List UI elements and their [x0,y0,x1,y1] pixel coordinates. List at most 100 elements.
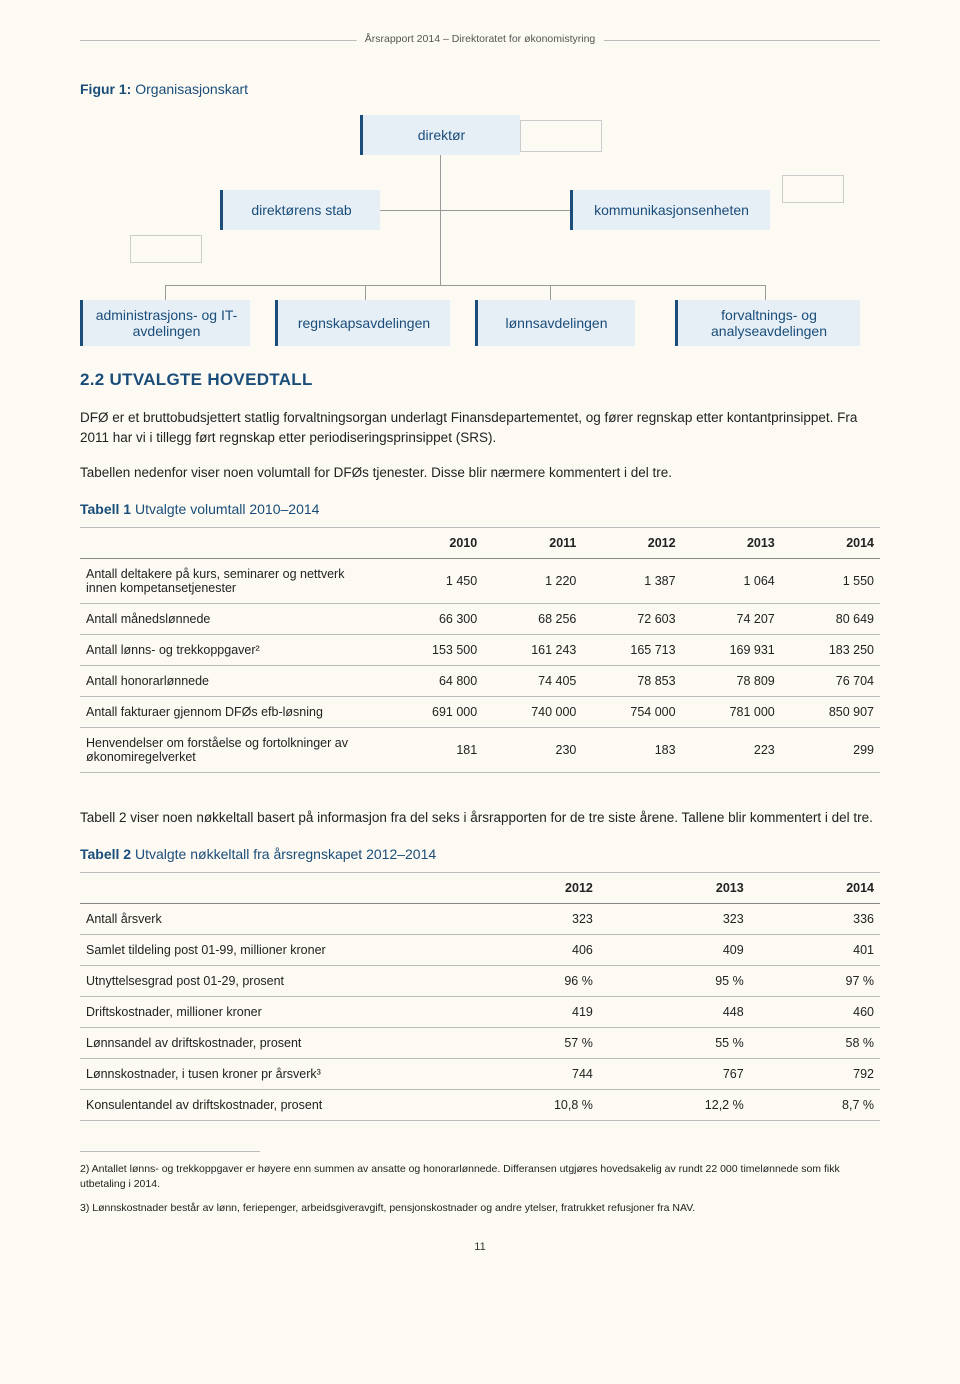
table-cell: 1 550 [781,558,880,603]
table-cell: 691 000 [384,696,483,727]
org-chart: direktør direktørens stab kommunikasjons… [80,115,880,345]
table-cell: Antall månedslønnede [80,603,384,634]
table-cell: 95 % [599,966,750,997]
table-cell: 12,2 % [599,1090,750,1121]
table-row: Antall lønns- og trekkoppgaver²153 50016… [80,634,880,665]
table-cell: 58 % [750,1028,880,1059]
table-cell: 76 704 [781,665,880,696]
table-cell: 299 [781,727,880,772]
table-cell: Utnyttelsesgrad post 01-29, prosent [80,966,448,997]
org-box-kommunikasjon: kommunikasjonsenheten [570,190,770,230]
table-cell: 448 [599,997,750,1028]
table-cell: 1 450 [384,558,483,603]
page-header-text: Årsrapport 2014 – Direktoratet for økono… [357,33,604,45]
org-box-lonn: lønnsavdelingen [475,300,635,346]
table-cell: 223 [682,727,781,772]
table-header-cell: 2013 [599,873,750,904]
table-cell: 744 [448,1059,599,1090]
org-box-stab: direktørens stab [220,190,380,230]
table-row: Antall deltakere på kurs, seminarer og n… [80,558,880,603]
para-1: DFØ er et bruttobudsjettert statlig forv… [80,408,880,449]
table-cell: 401 [750,935,880,966]
table-1: 20102011201220132014 Antall deltakere på… [80,527,880,773]
table-cell: Lønnskostnader, i tusen kroner pr årsver… [80,1059,448,1090]
para-3: Tabell 2 viser noen nøkkeltall basert på… [80,808,880,828]
table-header-cell [80,873,448,904]
table-cell: 323 [599,904,750,935]
table-cell: 406 [448,935,599,966]
page-number: 11 [80,1241,880,1253]
table-row: Samlet tildeling post 01-99, millioner k… [80,935,880,966]
footnote-3: 3) Lønnskostnader består av lønn, feriep… [80,1201,880,1216]
table-row: Henvendelser om forståelse og fortolknin… [80,727,880,772]
table-cell: 66 300 [384,603,483,634]
table-header-cell: 2012 [582,527,681,558]
footnote-2: 2) Antallet lønns- og trekkoppgaver er h… [80,1162,880,1191]
table-cell: 409 [599,935,750,966]
table-cell: 68 256 [483,603,582,634]
table-cell: 96 % [448,966,599,997]
org-box-admin-it: administrasjons- og IT-avdelingen [80,300,250,346]
table-cell: Antall årsverk [80,904,448,935]
table-row: Lønnskostnader, i tusen kroner pr årsver… [80,1059,880,1090]
org-box-forvaltning: forvaltnings- og analyseavdelingen [675,300,860,346]
table-cell: 78 809 [682,665,781,696]
table-row: Antall fakturaer gjennom DFØs efb-løsnin… [80,696,880,727]
table-cell: 850 907 [781,696,880,727]
table-row: Antall honorarlønnede64 80074 40578 8537… [80,665,880,696]
table-header-cell: 2011 [483,527,582,558]
table-cell: 792 [750,1059,880,1090]
table-cell: 153 500 [384,634,483,665]
table-cell: 74 207 [682,603,781,634]
table-cell: 419 [448,997,599,1028]
table-cell: 57 % [448,1028,599,1059]
table-cell: Lønnsandel av driftskostnader, prosent [80,1028,448,1059]
table-cell: Samlet tildeling post 01-99, millioner k… [80,935,448,966]
table-row: Antall månedslønnede66 30068 25672 60374… [80,603,880,634]
para-2: Tabellen nedenfor viser noen volumtall f… [80,463,880,483]
table-cell: 74 405 [483,665,582,696]
table-cell: 1 387 [582,558,681,603]
table-cell: 1 220 [483,558,582,603]
footnote-separator [80,1151,260,1152]
table-cell: Antall deltakere på kurs, seminarer og n… [80,558,384,603]
table-header-cell [80,527,384,558]
table-1-label: Tabell 1 Utvalgte volumtall 2010–2014 [80,501,880,517]
section-2-2-title: 2.2 UTVALGTE HOVEDTALL [80,370,880,390]
table-cell: 55 % [599,1028,750,1059]
figure-1-label: Figur 1: Organisasjonskart [80,81,880,97]
table-cell: 80 649 [781,603,880,634]
table-row: Antall årsverk323323336 [80,904,880,935]
table-cell: 161 243 [483,634,582,665]
table-cell: Antall honorarlønnede [80,665,384,696]
table-2-label: Tabell 2 Utvalgte nøkkeltall fra årsregn… [80,846,880,862]
table-cell: 183 [582,727,681,772]
table-cell: 8,7 % [750,1090,880,1121]
page-header-rule: Årsrapport 2014 – Direktoratet for økono… [80,40,880,41]
table-header-cell: 2010 [384,527,483,558]
table-cell: 1 064 [682,558,781,603]
table-row: Konsulentandel av driftskostnader, prose… [80,1090,880,1121]
table-cell: 740 000 [483,696,582,727]
table-row: Driftskostnader, millioner kroner4194484… [80,997,880,1028]
table-cell: 336 [750,904,880,935]
table-2: 201220132014 Antall årsverk323323336Saml… [80,872,880,1121]
table-cell: Konsulentandel av driftskostnader, prose… [80,1090,448,1121]
table-cell: Driftskostnader, millioner kroner [80,997,448,1028]
table-cell: 97 % [750,966,880,997]
org-box-direktor: direktør [360,115,520,155]
table-cell: 754 000 [582,696,681,727]
table-cell: 64 800 [384,665,483,696]
table-header-cell: 2012 [448,873,599,904]
table-cell: 181 [384,727,483,772]
table-row: Utnyttelsesgrad post 01-29, prosent96 %9… [80,966,880,997]
table-cell: Henvendelser om forståelse og fortolknin… [80,727,384,772]
table-cell: 183 250 [781,634,880,665]
table-cell: 72 603 [582,603,681,634]
org-box-regnskap: regnskapsavdelingen [275,300,450,346]
table-cell: Antall fakturaer gjennom DFØs efb-løsnin… [80,696,384,727]
table-cell: 767 [599,1059,750,1090]
table-header-cell: 2013 [682,527,781,558]
table-cell: 781 000 [682,696,781,727]
table-cell: 460 [750,997,880,1028]
